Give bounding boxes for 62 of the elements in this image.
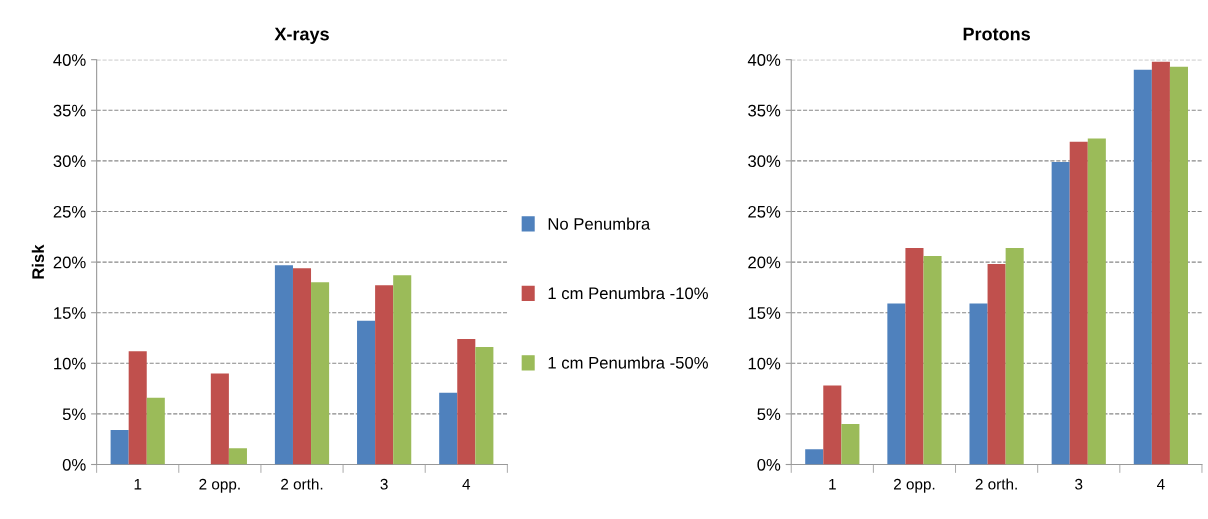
bar <box>841 424 860 465</box>
x-tick-label: 2 opp. <box>199 478 240 493</box>
bar <box>274 265 293 465</box>
bar <box>475 347 494 465</box>
y-tick-label: 20% <box>53 256 86 269</box>
x-tick-label: 2 orth. <box>281 478 323 490</box>
bar <box>987 264 1006 465</box>
bar <box>1169 66 1188 465</box>
y-tick-label: 25% <box>53 205 86 218</box>
bar <box>823 385 842 465</box>
legend-label: 1 cm Penumbra -50% <box>548 356 708 369</box>
bar <box>228 448 247 465</box>
x-tick-label: 3 <box>380 478 388 490</box>
bar <box>1051 161 1070 465</box>
bar <box>1087 138 1106 465</box>
y-tick-label: 10% <box>748 357 781 370</box>
bar <box>292 268 312 465</box>
bar <box>969 303 988 465</box>
y-tick-label: 30% <box>53 155 86 168</box>
y-tick-label: 25% <box>748 205 781 218</box>
bar <box>457 339 476 465</box>
bar <box>1151 61 1170 465</box>
y-tick-label: 35% <box>53 104 86 117</box>
y-axis-title: Risk <box>31 244 45 279</box>
bar <box>439 392 458 465</box>
x-tick-label: 3 <box>1075 478 1083 490</box>
bar <box>1005 247 1024 465</box>
bar <box>357 320 376 465</box>
y-tick-label: 10% <box>54 357 86 370</box>
bar <box>887 303 906 465</box>
bar <box>805 449 824 465</box>
legend-label: No Penumbra <box>548 217 651 230</box>
x-tick-label: 2 orth. <box>975 478 1017 490</box>
y-tick-label: 40% <box>53 54 86 66</box>
bar <box>923 256 942 465</box>
y-tick-label: 5% <box>757 408 781 421</box>
x-tick-label: 4 <box>1156 478 1165 490</box>
bar <box>128 351 147 465</box>
bar <box>311 282 330 465</box>
x-tick-label: 2 opp. <box>893 478 935 493</box>
bar <box>210 373 229 465</box>
x-tick-label: 1 <box>134 478 142 490</box>
y-tick-label: 0% <box>62 458 86 471</box>
chart-title: Protons <box>963 27 1030 41</box>
bar <box>110 430 129 465</box>
bar <box>905 247 924 465</box>
bar <box>1069 141 1088 465</box>
y-tick-label: 5% <box>62 408 86 421</box>
y-tick-label: 20% <box>748 256 781 269</box>
bar <box>146 397 165 465</box>
legend-label: 1 cm Penumbra -10% <box>548 287 708 300</box>
y-tick-label: 35% <box>748 104 781 117</box>
x-tick-label: 4 <box>462 478 471 490</box>
y-tick-label: 15% <box>54 307 86 319</box>
y-tick-label: 15% <box>748 307 781 319</box>
bar <box>393 275 412 465</box>
chart-title: X-rays <box>274 27 329 44</box>
y-tick-label: 40% <box>747 54 781 66</box>
y-tick-label: 30% <box>748 155 781 168</box>
x-tick-label: 1 <box>829 478 836 490</box>
bar <box>375 285 394 465</box>
y-tick-label: 0% <box>757 458 781 471</box>
